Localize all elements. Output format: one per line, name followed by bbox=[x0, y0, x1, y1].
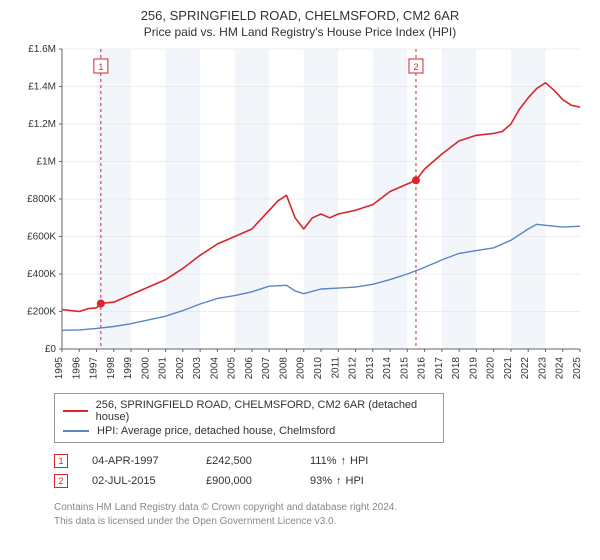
line-chart-svg: £0 £200K £400K £600K £800K £1M £1.2M £1.4M £1.6M… bbox=[14, 45, 586, 385]
svg-text:2011: 2011 bbox=[330, 357, 341, 379]
svg-text:2012: 2012 bbox=[348, 357, 359, 380]
legend-label: HPI: Average price, detached house, Chel… bbox=[97, 425, 335, 437]
svg-text:£0: £0 bbox=[45, 344, 57, 355]
svg-text:2009: 2009 bbox=[296, 357, 307, 380]
svg-text:2023: 2023 bbox=[537, 357, 548, 380]
svg-text:2010: 2010 bbox=[313, 357, 324, 380]
svg-text:2020: 2020 bbox=[486, 357, 497, 380]
svg-text:2025: 2025 bbox=[572, 357, 583, 380]
svg-text:2014: 2014 bbox=[382, 357, 393, 380]
svg-text:2: 2 bbox=[413, 62, 418, 72]
transaction-change: 93% ↑ HPI bbox=[310, 475, 364, 487]
transaction-change: 111% ↑ HPI bbox=[310, 455, 368, 467]
legend-label: 256, SPRINGFIELD ROAD, CHELMSFORD, CM2 6… bbox=[96, 399, 435, 423]
arrow-up-icon: ↑ bbox=[336, 475, 342, 487]
svg-text:2006: 2006 bbox=[244, 357, 255, 380]
transaction-date: 04-APR-1997 bbox=[92, 455, 182, 467]
svg-text:2004: 2004 bbox=[209, 357, 220, 380]
svg-text:2016: 2016 bbox=[417, 357, 428, 380]
chart-container: 256, SPRINGFIELD ROAD, CHELMSFORD, CM2 6… bbox=[0, 0, 600, 560]
chart-area: £0 £200K £400K £600K £800K £1M £1.2M £1.4M £1.6M… bbox=[14, 45, 586, 385]
pct-suffix: HPI bbox=[350, 455, 368, 467]
svg-text:1999: 1999 bbox=[123, 357, 134, 380]
pct-suffix: HPI bbox=[346, 475, 364, 487]
transaction-date: 02-JUL-2015 bbox=[92, 475, 182, 487]
svg-text:2008: 2008 bbox=[278, 357, 289, 380]
svg-text:2000: 2000 bbox=[140, 357, 151, 380]
svg-text:2005: 2005 bbox=[227, 357, 238, 380]
legend-item: 256, SPRINGFIELD ROAD, CHELMSFORD, CM2 6… bbox=[63, 398, 435, 424]
svg-text:2021: 2021 bbox=[503, 357, 514, 380]
legend: 256, SPRINGFIELD ROAD, CHELMSFORD, CM2 6… bbox=[54, 393, 444, 443]
marker-number: 2 bbox=[58, 476, 63, 486]
transaction-price: £900,000 bbox=[206, 475, 286, 487]
svg-text:1998: 1998 bbox=[106, 357, 117, 380]
svg-text:£1.4M: £1.4M bbox=[28, 82, 56, 93]
svg-text:£200K: £200K bbox=[27, 307, 56, 318]
svg-text:£600K: £600K bbox=[27, 232, 56, 243]
svg-text:2017: 2017 bbox=[434, 357, 445, 380]
table-row: 2 02-JUL-2015 £900,000 93% ↑ HPI bbox=[54, 471, 586, 491]
pct-value: 93% bbox=[310, 475, 332, 487]
svg-text:2007: 2007 bbox=[261, 357, 272, 380]
svg-text:£400K: £400K bbox=[27, 269, 56, 280]
svg-text:1: 1 bbox=[98, 62, 103, 72]
svg-text:£1.2M: £1.2M bbox=[28, 119, 56, 130]
svg-text:2019: 2019 bbox=[468, 357, 479, 380]
marker-badge: 1 bbox=[54, 454, 68, 468]
footer-line: Contains HM Land Registry data © Crown c… bbox=[54, 501, 586, 515]
svg-text:1995: 1995 bbox=[54, 357, 65, 380]
arrow-up-icon: ↑ bbox=[341, 455, 347, 467]
svg-text:2024: 2024 bbox=[555, 357, 566, 380]
transaction-table: 1 04-APR-1997 £242,500 111% ↑ HPI 2 02-J… bbox=[54, 451, 586, 491]
marker-number: 1 bbox=[58, 456, 63, 466]
title-block: 256, SPRINGFIELD ROAD, CHELMSFORD, CM2 6… bbox=[14, 8, 586, 39]
svg-text:2013: 2013 bbox=[365, 357, 376, 380]
svg-text:2001: 2001 bbox=[158, 357, 169, 380]
svg-text:2015: 2015 bbox=[399, 357, 410, 380]
svg-text:2018: 2018 bbox=[451, 357, 462, 380]
legend-swatch bbox=[63, 410, 88, 412]
svg-text:£1M: £1M bbox=[37, 157, 56, 168]
svg-text:£800K: £800K bbox=[27, 194, 56, 205]
legend-swatch bbox=[63, 430, 89, 432]
marker-badge: 2 bbox=[54, 474, 68, 488]
svg-text:2003: 2003 bbox=[192, 357, 203, 380]
transaction-price: £242,500 bbox=[206, 455, 286, 467]
chart-subtitle: Price paid vs. HM Land Registry's House … bbox=[14, 25, 586, 39]
table-row: 1 04-APR-1997 £242,500 111% ↑ HPI bbox=[54, 451, 586, 471]
svg-text:£1.6M: £1.6M bbox=[28, 45, 56, 55]
footer-line: This data is licensed under the Open Gov… bbox=[54, 515, 586, 529]
svg-text:2002: 2002 bbox=[175, 357, 186, 380]
attribution-footer: Contains HM Land Registry data © Crown c… bbox=[54, 501, 586, 528]
svg-text:1997: 1997 bbox=[89, 357, 100, 380]
chart-title: 256, SPRINGFIELD ROAD, CHELMSFORD, CM2 6… bbox=[14, 8, 586, 23]
svg-text:1996: 1996 bbox=[71, 357, 82, 380]
svg-text:2022: 2022 bbox=[520, 357, 531, 380]
legend-item: HPI: Average price, detached house, Chel… bbox=[63, 424, 435, 438]
pct-value: 111% bbox=[310, 455, 337, 467]
